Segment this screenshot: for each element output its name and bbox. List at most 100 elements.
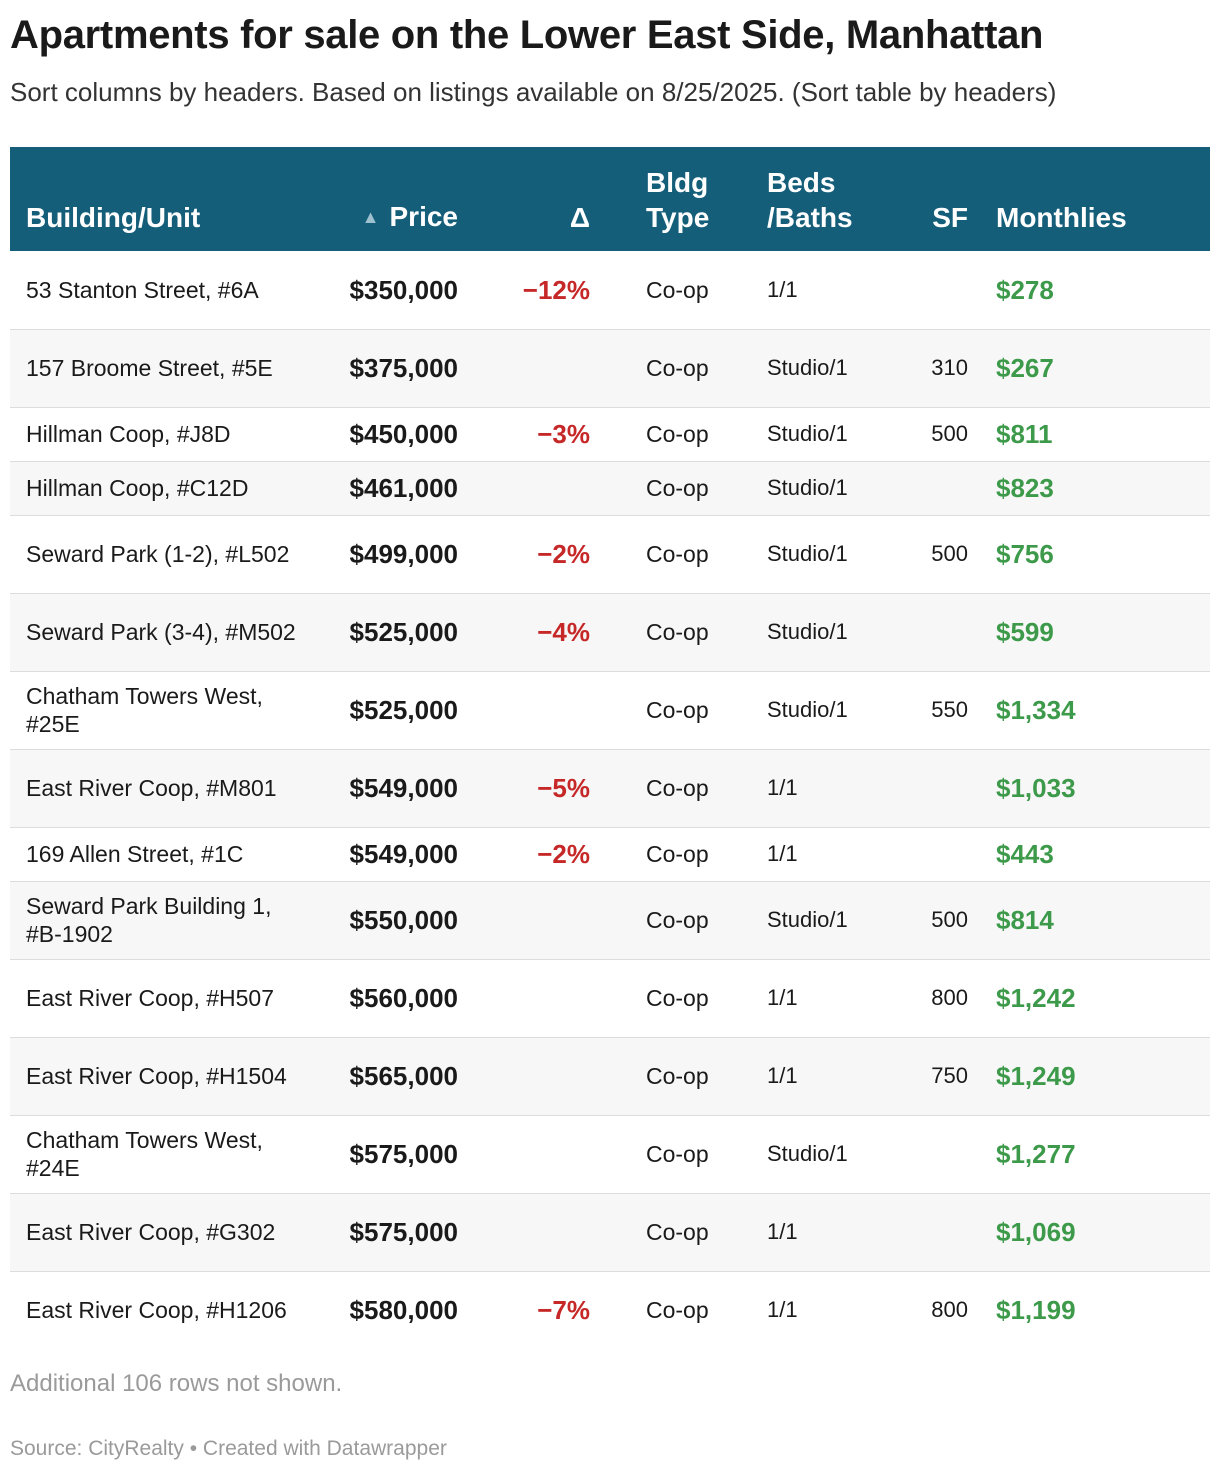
cell-beds-baths: Studio/1 <box>767 907 848 932</box>
cell-price-change: −7% <box>537 1295 590 1326</box>
cell-price-change <box>460 881 600 959</box>
cell-bldg-type: Co-op <box>646 355 709 381</box>
cell-beds-baths: Studio/1 <box>767 355 848 380</box>
chart-container: Apartments for sale on the Lower East Si… <box>10 0 1210 1462</box>
cell-bldg-type: Co-op <box>646 697 709 723</box>
cell-bldg-type: Co-op <box>646 1297 709 1324</box>
cell-square-feet <box>890 1193 980 1271</box>
header-delta[interactable]: Δ <box>460 147 600 251</box>
table-header-row: Building/Unit ▲ Price Δ Bldg Type Beds/Bat… <box>10 147 1210 251</box>
cell-price-change <box>460 461 600 515</box>
cell-building-unit: East River Coop, #H1206 <box>26 1297 287 1324</box>
cell-bldg-type: Co-op <box>646 276 709 303</box>
cell-price: $549,000 <box>349 773 458 803</box>
chart-subtitle: Sort columns by headers. Based on listin… <box>10 77 1057 107</box>
cell-price-change <box>460 329 600 407</box>
cell-price: $550,000 <box>349 905 458 935</box>
table-row: Seward Park Building 1, #B-1902 $550,000 C… <box>10 881 1210 959</box>
cell-beds-baths: 1/1 <box>767 1297 798 1323</box>
cell-building-unit: 157 Broome Street, #5E <box>26 355 273 381</box>
cell-bldg-type: Co-op <box>646 1063 709 1089</box>
cell-price: $575,000 <box>349 1139 458 1169</box>
cell-monthlies: $599 <box>996 617 1054 647</box>
header-price-label: Price <box>389 201 459 232</box>
cell-beds-baths: Studio/1 <box>767 475 848 500</box>
header-sf[interactable]: SF <box>890 147 980 251</box>
cell-bldg-type: Co-op <box>646 1219 709 1245</box>
cell-bldg-type: Co-op <box>646 907 709 933</box>
cell-price: $499,000 <box>349 539 458 569</box>
cell-price-change: −2% <box>537 839 590 869</box>
cell-price: $565,000 <box>349 1061 458 1091</box>
cell-price: $461,000 <box>349 473 458 503</box>
sort-ascending-icon: ▲ <box>361 207 380 227</box>
cell-price: $560,000 <box>349 983 458 1013</box>
rows-not-shown-note: Additional 106 rows not shown. <box>10 1370 343 1397</box>
cell-monthlies: $1,249 <box>996 1061 1076 1091</box>
cell-price: $525,000 <box>349 695 458 725</box>
cell-square-feet: 500 <box>931 907 968 932</box>
cell-square-feet: 800 <box>931 1297 968 1323</box>
cell-price-change: −4% <box>537 617 590 647</box>
cell-square-feet: 800 <box>931 985 968 1010</box>
header-monthlies[interactable]: Monthlies <box>980 147 1210 251</box>
cell-monthlies: $1,199 <box>996 1295 1076 1326</box>
cell-price: $575,000 <box>349 1217 458 1247</box>
cell-monthlies: $823 <box>996 473 1054 503</box>
cell-building-unit: Seward Park (3-4), #M502 <box>26 619 296 645</box>
cell-building-unit: Hillman Coop, #C12D <box>26 475 249 501</box>
cell-price-change: −2% <box>537 539 590 569</box>
header-beds-baths-line2: /Baths <box>767 202 853 233</box>
cell-building-unit: Seward Park Building 1, #B-1902 <box>26 893 272 947</box>
header-beds-baths[interactable]: Beds/Baths <box>730 147 890 251</box>
table-row: East River Coop, #H507 $560,000 Co-op 1/1 80… <box>10 959 1210 1037</box>
table-row: 169 Allen Street, #1C $549,000 −2% Co-op 1/1… <box>10 827 1210 881</box>
cell-price-change: −5% <box>537 773 590 803</box>
cell-price-change <box>460 1193 600 1271</box>
cell-bldg-type: Co-op <box>646 775 709 801</box>
cell-bldg-type: Co-op <box>646 475 709 501</box>
cell-monthlies: $1,277 <box>996 1139 1076 1169</box>
cell-bldg-type: Co-op <box>646 421 709 447</box>
cell-building-unit: Chatham Towers West, #24E <box>26 1127 263 1181</box>
cell-square-feet: 550 <box>931 697 968 722</box>
header-beds-baths-line1: Beds <box>767 167 836 198</box>
cell-building-unit: 53 Stanton Street, #6A <box>26 276 259 303</box>
cell-building-unit: East River Coop, #M801 <box>26 775 277 801</box>
cell-monthlies: $814 <box>996 905 1054 935</box>
cell-beds-baths: 1/1 <box>767 841 798 866</box>
cell-beds-baths: 1/1 <box>767 1063 798 1088</box>
cell-beds-baths: Studio/1 <box>767 421 848 446</box>
header-building-unit[interactable]: Building/Unit <box>10 147 310 251</box>
cell-building-unit: East River Coop, #H1504 <box>26 1063 287 1089</box>
cell-square-feet <box>890 461 980 515</box>
cell-bldg-type: Co-op <box>646 541 709 567</box>
chart-title: Apartments for sale on the Lower East Si… <box>10 13 1044 57</box>
header-bldg-type[interactable]: Bldg Type <box>600 147 730 251</box>
listings-table: Building/Unit ▲ Price Δ Bldg Type Beds/Bat… <box>10 147 1210 1349</box>
cell-square-feet <box>890 827 980 881</box>
cell-building-unit: Chatham Towers West, #25E <box>26 683 263 737</box>
table-row: Chatham Towers West, #24E $575,000 Co-op St… <box>10 1115 1210 1193</box>
cell-square-feet <box>890 251 980 329</box>
cell-price-change: −12% <box>522 274 590 305</box>
cell-beds-baths: Studio/1 <box>767 697 848 722</box>
table-row: East River Coop, #G302 $575,000 Co-op 1/1 $1… <box>10 1193 1210 1271</box>
cell-monthlies: $1,242 <box>996 983 1076 1013</box>
cell-price: $450,000 <box>349 419 458 449</box>
header-price[interactable]: ▲ Price <box>310 147 460 251</box>
cell-monthlies: $756 <box>996 539 1054 569</box>
table-row: Seward Park (1-2), #L502 $499,000 −2% Co-op… <box>10 515 1210 593</box>
cell-price: $350,000 <box>349 274 458 305</box>
header-delta-label: Δ <box>569 202 590 233</box>
cell-square-feet: 310 <box>931 355 968 380</box>
table-row: Hillman Coop, #J8D $450,000 −3% Co-op Studio… <box>10 407 1210 461</box>
cell-square-feet: 500 <box>931 541 968 566</box>
cell-price-change <box>460 1037 600 1115</box>
cell-building-unit: East River Coop, #H507 <box>26 985 275 1011</box>
table-row: Hillman Coop, #C12D $461,000 Co-op Studio/1… <box>10 461 1210 515</box>
cell-beds-baths: 1/1 <box>767 276 798 302</box>
table-row: East River Coop, #M801 $549,000 −5% Co-op 1/… <box>10 749 1210 827</box>
cell-bldg-type: Co-op <box>646 619 709 645</box>
header-monthlies-label: Monthlies <box>996 202 1127 233</box>
